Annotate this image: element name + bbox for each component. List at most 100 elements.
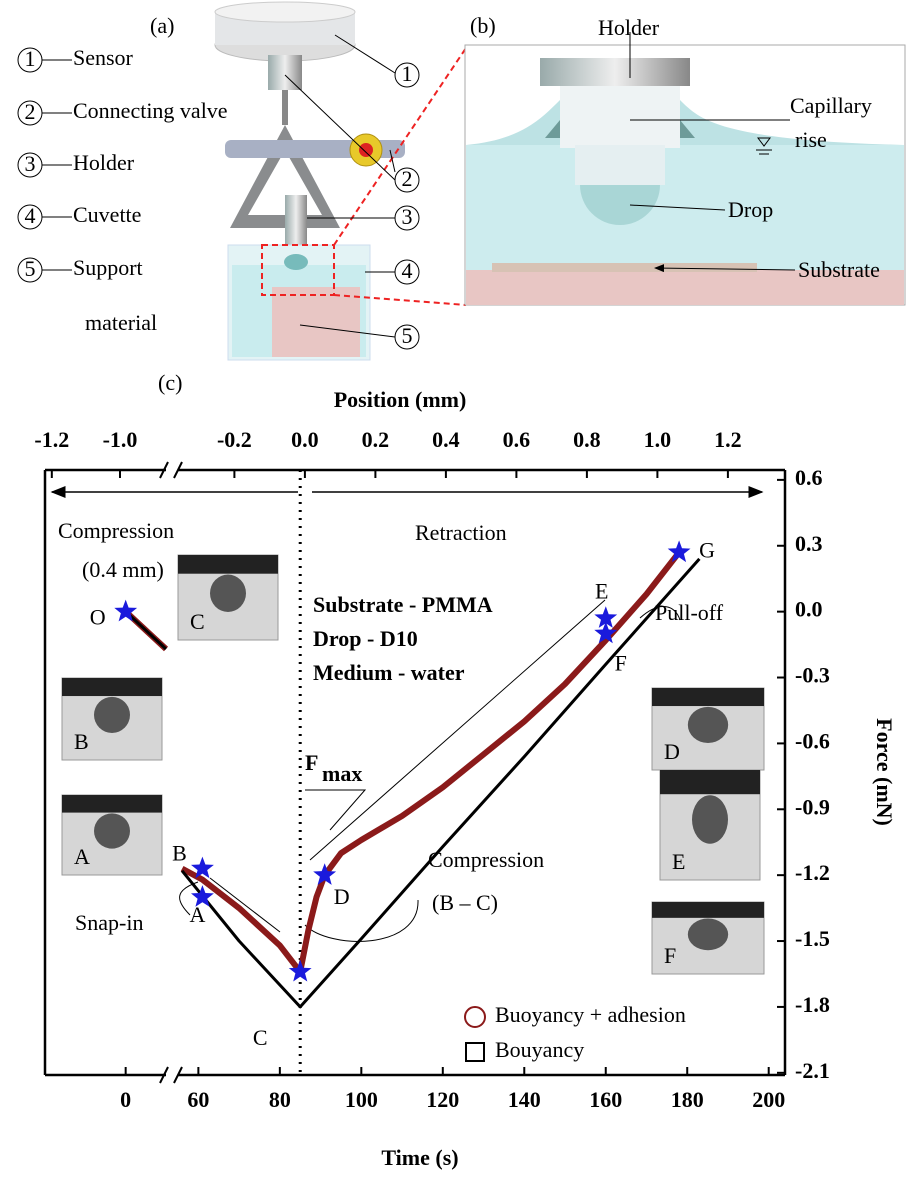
number: 4 <box>25 203 36 228</box>
valve-core <box>359 143 373 157</box>
x-axis-title: Time (s) <box>381 1145 458 1170</box>
shaft <box>268 55 302 90</box>
legend-label: Bouyancy <box>495 1037 584 1062</box>
top-tick-label: 0.0 <box>291 427 319 452</box>
item-label: Sensor <box>73 45 134 70</box>
inset-label: E <box>672 849 685 874</box>
inset-label: A <box>74 844 90 869</box>
x-tick-label: 0 <box>120 1087 131 1112</box>
inset-label: D <box>664 739 680 764</box>
inset-drop <box>94 697 130 733</box>
substrate <box>492 263 757 272</box>
y-tick-label: -2.1 <box>795 1058 830 1083</box>
panel-b: (b) Holder Capillary rise Drop Substrate <box>465 13 905 305</box>
callout-number: 5 <box>402 323 413 348</box>
point-label: A <box>189 902 205 927</box>
y-tick-label: -1.5 <box>795 926 830 951</box>
inset-shade <box>660 770 760 794</box>
y-tick-label: 0.3 <box>795 531 823 556</box>
item-label: Cuvette <box>73 202 141 227</box>
top-tick-label: 1.2 <box>714 427 742 452</box>
number: 2 <box>25 99 36 124</box>
y-axis-title: Force (mN) <box>872 718 897 826</box>
inset-shade <box>62 795 162 813</box>
axis-break <box>160 1067 182 1083</box>
legend-marker <box>465 1007 485 1027</box>
substrate-label: Substrate <box>798 257 880 282</box>
annotation: Pull-off <box>655 600 724 625</box>
item-label: Connecting valve <box>73 98 228 123</box>
inset-shade <box>178 555 278 574</box>
axis-break <box>160 462 182 478</box>
callout-number: 1 <box>402 61 413 86</box>
y-tick-label: -0.3 <box>795 663 830 688</box>
top-tick-label: 1.0 <box>644 427 672 452</box>
inset-label: F <box>664 943 676 968</box>
y-tick-label: -0.9 <box>795 794 830 819</box>
annotation: (B – C) <box>432 890 498 915</box>
annotation: Compression <box>428 847 544 872</box>
inset-shade <box>652 688 764 706</box>
x-tick-label: 200 <box>752 1087 785 1112</box>
point-label: C <box>253 1025 268 1050</box>
number: 3 <box>25 151 36 176</box>
point-label: F <box>615 651 627 676</box>
annotation: (0.4 mm) <box>82 557 164 582</box>
item-label: material <box>85 310 157 335</box>
x-tick-label: 140 <box>508 1087 541 1112</box>
annotation: Snap-in <box>75 910 143 935</box>
point-label: D <box>334 884 350 909</box>
top-tick-label: -0.2 <box>217 427 252 452</box>
legend-label: Buoyancy + adhesion <box>495 1002 686 1027</box>
top-tick-label: -1.0 <box>103 427 138 452</box>
capillary-label: Capillary <box>790 93 872 118</box>
inset-shade <box>62 678 162 696</box>
sensor-top <box>215 2 355 22</box>
callout-number: 4 <box>402 258 413 283</box>
y-tick-label: -0.6 <box>795 728 830 753</box>
number: 5 <box>25 256 36 281</box>
drop <box>284 254 308 270</box>
holder-tip <box>560 86 680 148</box>
callout-number: 3 <box>402 204 413 229</box>
y-tick-label: 0.0 <box>795 597 823 622</box>
x-tick-label: 180 <box>671 1087 704 1112</box>
pointers <box>180 600 680 941</box>
callout-number: 2 <box>402 166 413 191</box>
annotation: Substrate - PMMA <box>313 592 493 617</box>
top-tick-label: -1.2 <box>34 427 69 452</box>
panel-tag: (b) <box>470 13 496 38</box>
x-tick-label: 120 <box>426 1087 459 1112</box>
annotation: Retraction <box>415 520 507 545</box>
top-tick-label: 0.4 <box>432 427 460 452</box>
top-tick-label: 0.6 <box>503 427 531 452</box>
number: 1 <box>25 46 36 71</box>
x-tick-label: 160 <box>589 1087 622 1112</box>
top-tick-label: 0.2 <box>362 427 390 452</box>
item-label: Support <box>73 255 143 280</box>
top-axis-title: Position (mm) <box>334 387 467 412</box>
y-tick-label: -1.8 <box>795 992 830 1017</box>
holder-tip <box>575 145 665 185</box>
y-tick-label: -1.2 <box>795 860 830 885</box>
annotation: Compression <box>58 518 174 543</box>
inset-drop <box>94 813 130 848</box>
annotation: Medium - water <box>313 660 465 685</box>
shaft <box>282 90 288 125</box>
figure: (a) 1Sensor12Connecting valve23Holder34C… <box>0 0 911 1186</box>
x-tick-label: 80 <box>269 1087 291 1112</box>
legend-marker <box>466 1043 484 1061</box>
inset-label: C <box>190 609 205 634</box>
item-label: Holder <box>73 150 135 175</box>
x-tick-label: 60 <box>187 1087 209 1112</box>
point-label: B <box>172 841 187 866</box>
inset-drop <box>210 575 246 612</box>
inset-shade <box>652 902 764 918</box>
point-label: G <box>699 537 715 562</box>
capillary-label: rise <box>795 127 827 152</box>
panel-tag: (c) <box>158 370 182 395</box>
holder-label: Holder <box>598 15 660 40</box>
annotation: Drop - D10 <box>313 626 418 651</box>
